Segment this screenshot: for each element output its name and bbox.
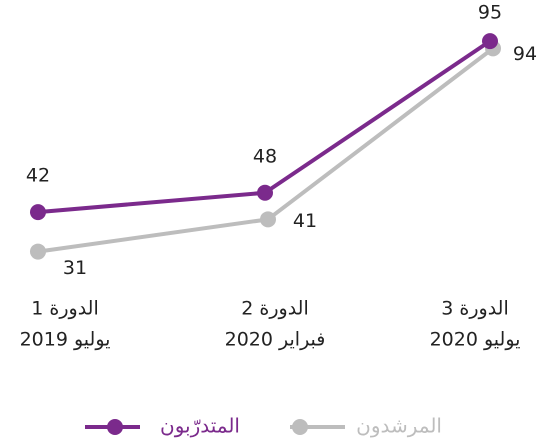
legend-label: المرشدون xyxy=(356,414,442,438)
data-label: 42 xyxy=(26,165,50,187)
x-tick-label: الدورة 2 xyxy=(241,298,308,320)
data-label: 48 xyxy=(253,145,277,167)
legend-marker xyxy=(107,419,123,435)
data-label: 94 xyxy=(513,43,537,65)
x-tick-label: الدورة 3 xyxy=(441,298,508,320)
data-point xyxy=(260,211,276,228)
x-tick-label: الدورة 1 xyxy=(31,298,98,320)
data-point xyxy=(482,33,498,50)
x-tick-label: يوليو 2020 xyxy=(430,329,521,351)
data-point xyxy=(257,184,273,201)
data-point xyxy=(30,204,46,221)
data-point xyxy=(30,243,46,260)
data-label: 41 xyxy=(293,210,317,232)
data-label: 31 xyxy=(63,257,87,279)
legend-label: المتدرّبون xyxy=(160,414,240,438)
legend-marker xyxy=(292,419,308,435)
data-label: 95 xyxy=(478,2,502,24)
x-tick-label: يوليو 2019 xyxy=(20,329,111,351)
x-tick-label: فبراير 2020 xyxy=(225,329,326,351)
